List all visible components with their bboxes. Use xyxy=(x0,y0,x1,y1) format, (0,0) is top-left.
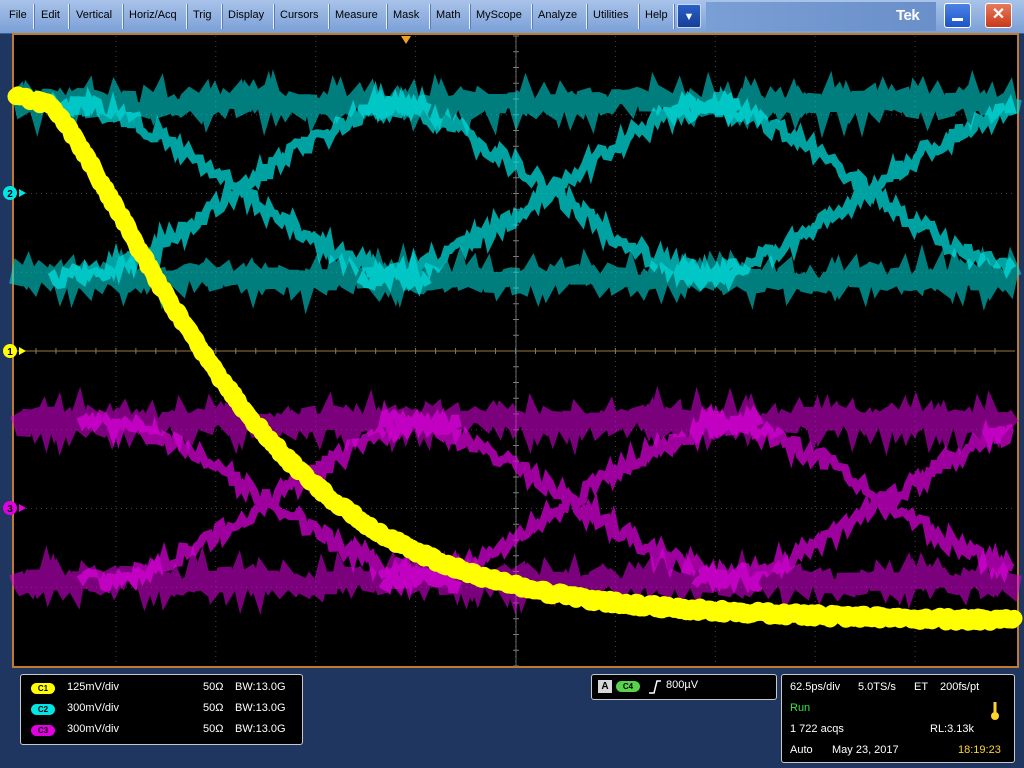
menu-mask[interactable]: Mask xyxy=(393,9,420,21)
trigger-mode: Auto xyxy=(790,744,813,756)
channel-row-3[interactable]: C3 300mV/div 50Ω BW:13.0G xyxy=(21,721,302,741)
channel-1-marker-arrow xyxy=(19,347,26,355)
acquisition-readout-panel[interactable]: 62.5ps/div 5.0TS/s ET 200fs/pt Run 1 722… xyxy=(781,674,1015,763)
channel-1-bandwidth: BW:13.0G xyxy=(235,681,286,693)
resolution: 200fs/pt xyxy=(940,681,980,693)
channel-3-marker xyxy=(3,501,17,515)
channel-2-badge[interactable]: C2 xyxy=(31,704,55,715)
channel-2-eye-high-rail xyxy=(10,69,1022,139)
channel-3-marker-arrow xyxy=(19,504,26,512)
channel-2-bandwidth: BW:13.0G xyxy=(235,702,286,714)
run-status[interactable]: Run xyxy=(790,702,811,714)
channel-2-marker xyxy=(3,186,17,200)
menu-separator xyxy=(386,4,388,29)
menu-separator xyxy=(586,4,588,29)
channel-3-badge[interactable]: C3 xyxy=(31,725,55,736)
channel-row-2[interactable]: C2 300mV/div 50Ω BW:13.0G xyxy=(21,700,302,720)
menu-measure[interactable]: Measure xyxy=(335,9,378,21)
channel-2-eye-low-rail xyxy=(9,242,1022,315)
channel-1-impedance: 50Ω xyxy=(203,681,224,693)
acquisition-mode: ET xyxy=(914,681,929,693)
sample-rate: 5.0TS/s xyxy=(858,681,896,693)
menu-file[interactable]: File xyxy=(9,9,27,21)
channel-2-scale: 300mV/div xyxy=(67,702,119,714)
waveform-display[interactable]: 2 1 3 xyxy=(0,33,1024,673)
menu-separator xyxy=(673,4,675,29)
clock: 18:19:23 xyxy=(958,744,1001,756)
menu-display[interactable]: Display xyxy=(228,9,265,21)
trigger-level: 800µV xyxy=(666,679,699,691)
menu-cursors[interactable]: Cursors xyxy=(280,9,319,21)
tek-logo: Tek xyxy=(896,7,920,24)
acquisition-count: 1 722 acqs xyxy=(790,723,844,735)
trigger-source-badge[interactable]: C4 xyxy=(616,681,640,692)
menu-math[interactable]: Math xyxy=(436,9,461,21)
date: May 23, 2017 xyxy=(832,744,899,756)
channel-1-marker-label: 1 xyxy=(7,347,13,358)
trigger-readout-panel[interactable]: A C4 800µV xyxy=(591,674,777,700)
channel-row-1[interactable]: C1 125mV/div 50Ω BW:13.0G xyxy=(21,679,302,699)
menu-separator xyxy=(186,4,188,29)
rising-edge-icon xyxy=(649,680,661,694)
menu-separator xyxy=(531,4,533,29)
menu-separator xyxy=(122,4,124,29)
menu-separator xyxy=(469,4,471,29)
channel-2-eye-transitions xyxy=(46,80,1017,297)
minimize-button[interactable] xyxy=(944,3,971,28)
menu-separator xyxy=(429,4,431,29)
brand-area xyxy=(706,2,936,31)
menu-vertical[interactable]: Vertical xyxy=(76,9,113,21)
menu-help[interactable]: Help xyxy=(645,9,668,21)
menu-dropdown-button[interactable]: ▼ xyxy=(677,4,701,28)
channel-1-badge[interactable]: C1 xyxy=(31,683,55,694)
menu-separator xyxy=(221,4,223,29)
menu-separator xyxy=(68,4,70,29)
channel-2-marker-arrow xyxy=(19,189,26,197)
close-button[interactable]: ✕ xyxy=(985,3,1012,28)
timebase: 62.5ps/div xyxy=(790,681,841,693)
channel-3-marker-label: 3 xyxy=(7,504,13,515)
channel-3-eye-transitions xyxy=(76,399,1015,601)
channel-3-eye-high-rail xyxy=(9,385,1019,457)
trigger-position-marker xyxy=(401,36,411,44)
channel-2-impedance: 50Ω xyxy=(203,702,224,714)
trigger-mode-badge: A xyxy=(598,680,612,693)
minimize-icon xyxy=(952,18,963,21)
channel-1-scale: 125mV/div xyxy=(67,681,119,693)
channel-1-trace xyxy=(7,86,1023,631)
menu-separator xyxy=(638,4,640,29)
menu-horiz-acq[interactable]: Horiz/Acq xyxy=(129,9,177,21)
record-length: RL:3.13k xyxy=(930,723,975,735)
channel-readout-panel[interactable]: C1 125mV/div 50Ω BW:13.0G C2 300mV/div 5… xyxy=(20,674,303,745)
menu-utilities[interactable]: Utilities xyxy=(593,9,629,21)
menu-separator xyxy=(33,4,35,29)
channel-3-impedance: 50Ω xyxy=(203,723,224,735)
channel-1-marker xyxy=(3,344,17,358)
menu-separator xyxy=(273,4,275,29)
channel-3-scale: 300mV/div xyxy=(67,723,119,735)
menu-myscope[interactable]: MyScope xyxy=(476,9,522,21)
menu-trig[interactable]: Trig xyxy=(193,9,212,21)
menu-separator xyxy=(328,4,330,29)
channel-3-bandwidth: BW:13.0G xyxy=(235,723,286,735)
menu-analyze[interactable]: Analyze xyxy=(538,9,578,21)
menu-edit[interactable]: Edit xyxy=(41,9,60,21)
channel-2-marker-label: 2 xyxy=(7,189,13,200)
trigger-status-icon xyxy=(991,702,999,720)
